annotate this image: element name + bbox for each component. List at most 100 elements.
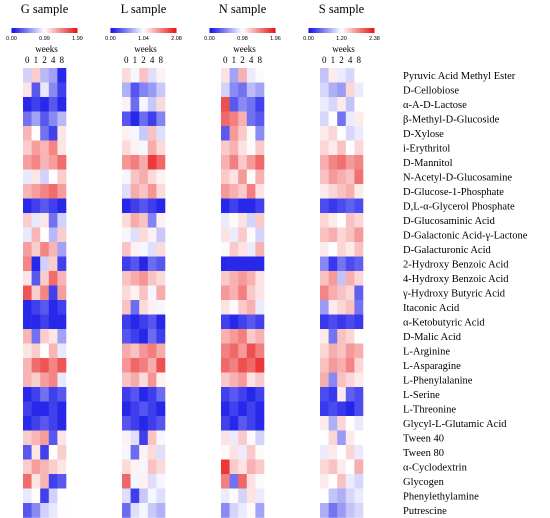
heatmap-cell (130, 300, 140, 315)
heatmap-cell (238, 169, 248, 185)
heatmap-cell (354, 343, 364, 359)
heatmap-cell (122, 430, 131, 446)
heatmap-cell (246, 329, 256, 344)
heatmap-cell (40, 474, 50, 489)
heatmap-cell (255, 300, 265, 315)
week-tick: 0 (25, 55, 30, 65)
heatmap-cell (57, 430, 67, 446)
heatmap-cell (246, 474, 256, 489)
heatmap-cell (48, 488, 58, 504)
heatmap-cell (139, 213, 149, 228)
heatmap-cell (238, 227, 248, 243)
heatmap-cell (31, 97, 41, 112)
heatmap-cell (31, 387, 41, 402)
heatmap-cell (130, 329, 140, 344)
heatmap-cell (130, 445, 140, 460)
substrate-label: D-Malic Acid (403, 332, 462, 343)
heatmap-cell (328, 126, 338, 141)
heatmap-cell (229, 358, 239, 373)
heatmap-cell (328, 198, 338, 214)
heatmap-cell (337, 387, 347, 402)
heatmap-cell (337, 488, 347, 504)
heatmap-cell (156, 155, 166, 170)
heatmap-cell (48, 401, 58, 417)
heatmap-cell (147, 430, 157, 446)
heatmap-cell (122, 488, 131, 504)
heatmap-cell (139, 242, 149, 257)
heatmap-cell (31, 300, 41, 315)
heatmap-cell (221, 213, 230, 228)
heatmap-cell (31, 416, 41, 431)
heatmap-cell (23, 445, 32, 460)
heatmap-cell (40, 256, 50, 272)
heatmap-cell (255, 416, 265, 431)
heatmap-cell (23, 111, 32, 127)
heatmap-cell (122, 271, 131, 286)
heatmap-cell (229, 416, 239, 431)
heatmap-cell (122, 387, 131, 402)
heatmap-cell (354, 198, 364, 214)
heatmap-cell (246, 285, 256, 301)
heatmap-cell (48, 97, 58, 112)
heatmap-cell (122, 184, 131, 199)
heatmap-cell (238, 445, 248, 460)
heatmap-cell (130, 401, 140, 417)
week-tick: 8 (356, 55, 361, 65)
heatmap-cell (328, 140, 338, 156)
panel-g: G sample 0.00 0.99 1.99 weeks 0 1 2 4 8 (6, 2, 83, 518)
heatmap-cell (147, 416, 157, 431)
heatmap-cell (354, 459, 364, 475)
heatmap-cell (221, 503, 230, 518)
heatmap-cell (337, 271, 347, 286)
heatmap-cell (130, 155, 140, 170)
heatmap-cell (40, 401, 50, 417)
heatmap-cell (48, 213, 58, 228)
heatmap-cell (48, 503, 58, 518)
heatmap-cell (31, 242, 41, 257)
heatmap-cell (48, 82, 58, 98)
heatmap-cell (255, 285, 265, 301)
heatmap-cell (354, 97, 364, 112)
heatmap-cell (328, 474, 338, 489)
heatmap-cell (130, 459, 140, 475)
heatmap-cell (122, 140, 131, 156)
heatmap-cell (246, 213, 256, 228)
heatmap-cell (337, 343, 347, 359)
heatmap-cell (40, 140, 50, 156)
substrate-label: Glycyl-L-Glutamic Acid (403, 419, 507, 430)
heatmap-cell (238, 198, 248, 214)
heatmap-cell (345, 343, 355, 359)
panel-n: N sample 0.00 0.98 1.96 weeks 0 1 2 4 8 (204, 2, 281, 518)
heatmap-cell (255, 140, 265, 156)
heatmap-cell (48, 459, 58, 475)
heatmap-cell (229, 430, 239, 446)
heatmap-cell (122, 459, 131, 475)
color-scale-bar (11, 28, 78, 33)
heatmap-cell (255, 445, 265, 460)
heatmap-cell (345, 329, 355, 344)
heatmap-cell (40, 358, 50, 373)
heatmap-cell (246, 401, 256, 417)
heatmap-cell (57, 300, 67, 315)
heatmap-cell (337, 198, 347, 214)
heatmap-cell (156, 445, 166, 460)
heatmap-cell (139, 256, 149, 272)
heatmap-cell (130, 430, 140, 446)
heatmap-cell (328, 68, 338, 83)
heatmap-cell (337, 184, 347, 199)
heatmap-cell (345, 184, 355, 199)
heatmap-cell (337, 314, 347, 330)
heatmap-cell (320, 488, 329, 504)
heatmap-cell (255, 503, 265, 518)
heatmap-cell (139, 430, 149, 446)
heatmap-cell (345, 387, 355, 402)
panel-l: L sample 0.00 1.04 2.08 weeks 0 1 2 4 8 (105, 2, 182, 518)
color-scale-tick: 1.99 (72, 36, 83, 42)
heatmap-cell (345, 401, 355, 417)
heatmap-cell (221, 155, 230, 170)
heatmap-cell (354, 285, 364, 301)
heatmap-cell (31, 445, 41, 460)
heatmap-cell (147, 474, 157, 489)
heatmap-cell (320, 387, 329, 402)
heatmap-cell (337, 97, 347, 112)
